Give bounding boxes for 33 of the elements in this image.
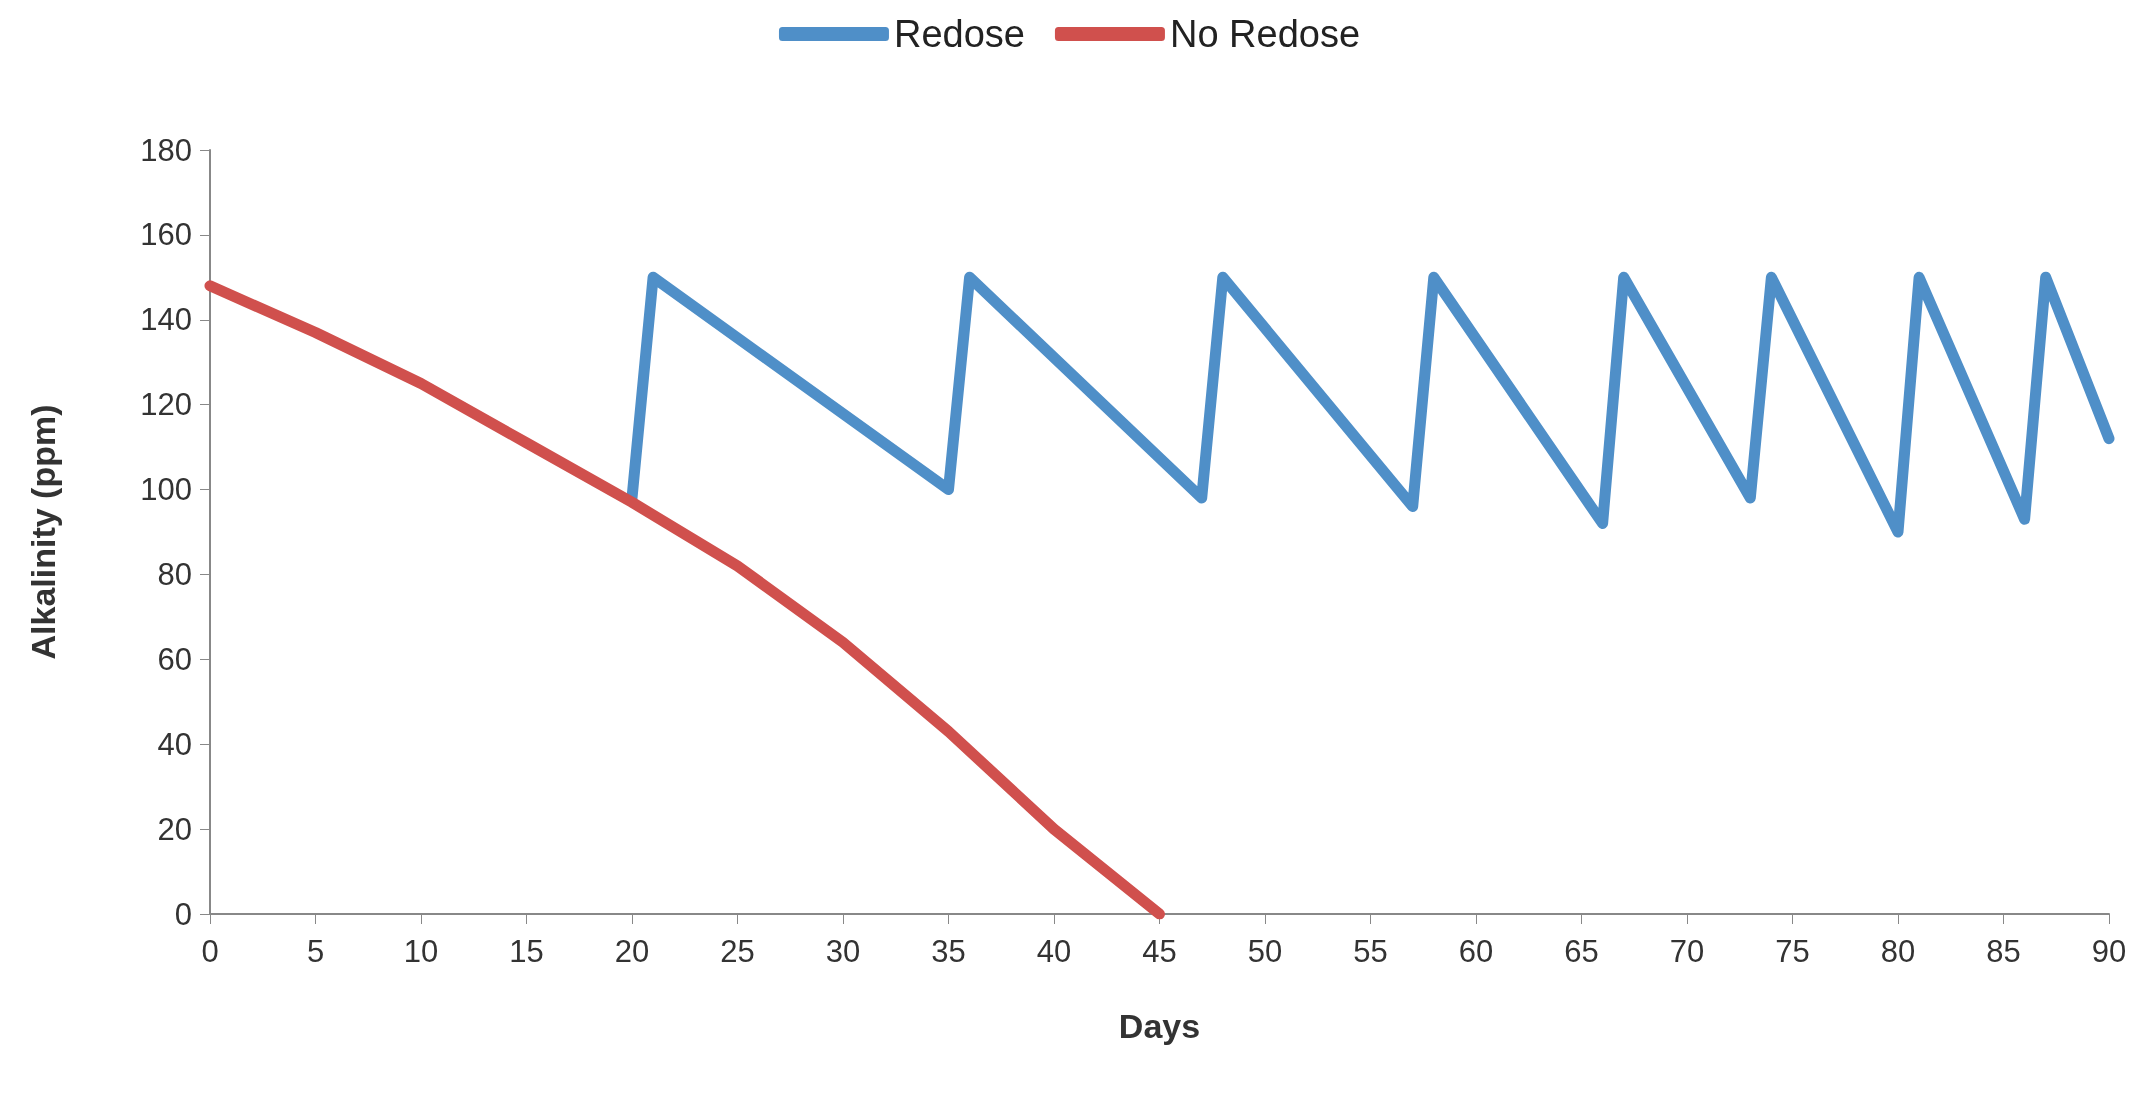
x-tick-label: 85 [1986,934,2021,969]
x-tick-label: 25 [720,934,755,969]
y-tick-label: 100 [140,472,192,508]
y-tick-label: 180 [140,132,192,168]
x-tick-label: 40 [1036,934,1072,969]
x-tick-label: 30 [825,934,861,969]
x-tick-label: 60 [1458,934,1494,969]
x-tick-label: 80 [1880,934,1916,969]
x-tick-label: 50 [1247,934,1283,969]
y-tick-label: 40 [157,726,192,762]
x-tick-label: 45 [1142,934,1177,969]
y-axis-title: Alkalinity (ppm) [24,404,62,660]
y-tick-label: 0 [174,896,192,932]
x-tick-label: 55 [1353,934,1388,969]
x-tick-label: 0 [201,934,219,969]
y-tick-label: 60 [157,641,192,677]
x-tick-label: 70 [1669,934,1705,969]
x-tick-label: 90 [2091,934,2127,969]
x-tick-label: 5 [306,934,325,969]
x-tick-label: 20 [614,934,650,969]
x-tick-label: 10 [403,934,439,969]
x-tick-label: 35 [931,934,966,969]
x-tick-label: 15 [509,934,544,969]
y-tick-label: 20 [157,811,192,847]
y-tick-label: 80 [157,556,192,592]
y-tick-label: 140 [140,302,192,338]
x-tick-label: 75 [1775,934,1810,969]
x-tick-label: 65 [1564,934,1599,969]
y-tick-label: 160 [140,217,192,253]
x-axis-title: Days [1118,1007,1201,1045]
legend-label: No Redose [1169,13,1361,55]
legend-label: Redose [893,13,1025,55]
y-tick-label: 120 [140,387,192,423]
